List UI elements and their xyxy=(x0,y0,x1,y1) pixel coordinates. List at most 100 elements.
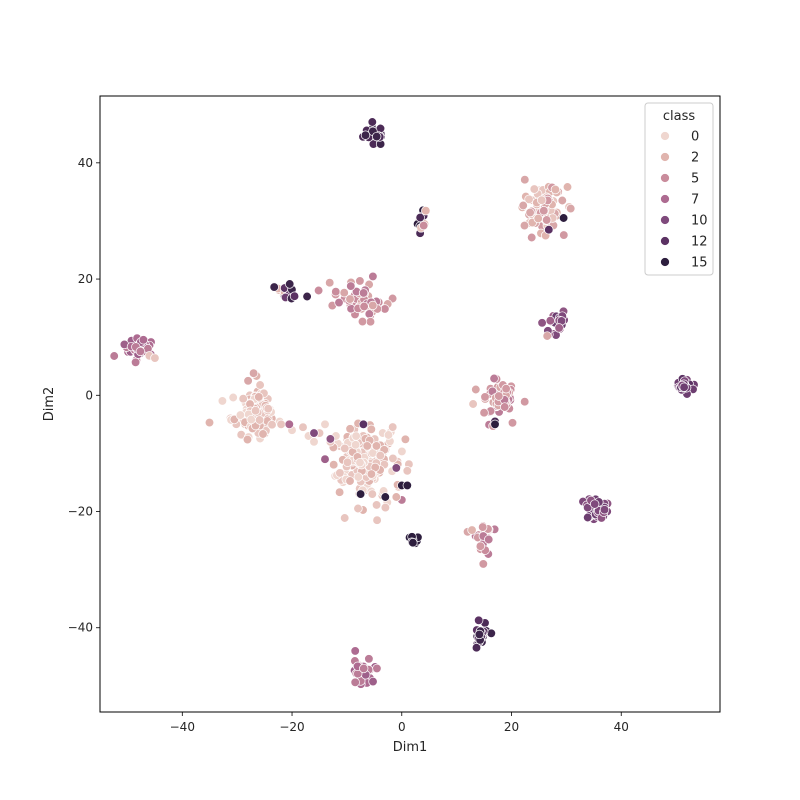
data-point xyxy=(380,502,391,513)
data-point xyxy=(325,278,335,288)
data-point xyxy=(554,323,564,333)
data-point xyxy=(468,399,478,409)
data-point xyxy=(355,489,366,499)
data-point xyxy=(478,522,488,532)
data-point xyxy=(566,203,576,214)
data-point xyxy=(474,615,484,625)
data-point xyxy=(542,331,552,341)
data-point xyxy=(366,424,376,434)
data-point xyxy=(242,434,253,445)
data-point xyxy=(365,317,376,327)
data-point xyxy=(471,384,481,395)
data-point xyxy=(519,220,530,231)
x-axis: −40 −20 0 20 40 xyxy=(170,712,629,734)
data-point xyxy=(419,220,429,231)
data-point xyxy=(397,446,407,457)
data-point xyxy=(359,663,369,674)
data-point xyxy=(383,430,394,440)
data-point xyxy=(355,457,365,468)
data-point xyxy=(285,279,295,289)
data-point xyxy=(329,460,339,470)
data-point xyxy=(520,397,530,407)
data-point xyxy=(490,419,500,429)
data-point xyxy=(380,492,390,502)
data-point xyxy=(467,525,477,535)
data-point xyxy=(402,480,412,491)
data-point xyxy=(518,200,528,211)
data-point xyxy=(359,301,369,312)
legend-label: 0 xyxy=(691,130,699,145)
data-point xyxy=(402,466,412,476)
legend-marker xyxy=(660,152,670,162)
legend-label: 15 xyxy=(691,256,708,271)
legend-label: 10 xyxy=(691,214,708,229)
data-point xyxy=(368,300,378,311)
data-point xyxy=(474,629,485,640)
data-point xyxy=(525,207,535,218)
data-point xyxy=(243,376,253,386)
data-point xyxy=(346,281,356,291)
data-point xyxy=(421,206,431,216)
data-point xyxy=(345,294,355,304)
data-point xyxy=(679,382,689,392)
data-point xyxy=(353,472,363,482)
legend-label: 2 xyxy=(691,151,699,166)
points-layer xyxy=(109,117,699,689)
y-tick-label: −20 xyxy=(68,505,93,519)
legend-marker xyxy=(660,215,670,225)
data-point xyxy=(559,230,569,240)
y-tick-label: 20 xyxy=(78,272,93,286)
data-point xyxy=(366,469,377,479)
data-point xyxy=(339,288,349,298)
data-point xyxy=(309,428,319,438)
data-point xyxy=(109,351,119,361)
data-point xyxy=(544,225,554,235)
data-point xyxy=(235,410,246,420)
data-point xyxy=(391,492,401,502)
data-point xyxy=(135,346,146,357)
data-point xyxy=(364,654,374,664)
data-point xyxy=(367,489,377,499)
data-point xyxy=(334,297,344,308)
data-point xyxy=(246,414,256,425)
data-point xyxy=(484,534,494,545)
data-point xyxy=(489,373,499,384)
data-point xyxy=(345,476,355,486)
data-point xyxy=(599,505,610,515)
data-point xyxy=(471,643,482,653)
data-point xyxy=(408,538,418,548)
data-point xyxy=(250,406,261,416)
data-point xyxy=(529,184,539,194)
data-point xyxy=(558,213,569,223)
data-point xyxy=(345,424,355,434)
legend-box xyxy=(644,102,714,276)
data-point xyxy=(537,318,547,328)
data-point xyxy=(557,195,567,206)
data-point xyxy=(590,499,600,509)
y-tick-label: −40 xyxy=(68,621,93,635)
data-point xyxy=(400,434,411,444)
data-point xyxy=(289,291,300,301)
data-point xyxy=(358,288,369,298)
data-point xyxy=(313,285,324,296)
y-tick-label: 0 xyxy=(85,388,93,402)
legend-label: 7 xyxy=(691,193,699,208)
data-point xyxy=(364,309,374,319)
x-axis-label: Dim1 xyxy=(393,740,428,755)
data-point xyxy=(388,422,398,432)
legend-marker xyxy=(660,257,670,267)
data-point xyxy=(391,463,401,473)
data-point xyxy=(539,206,549,216)
data-point xyxy=(248,368,259,378)
data-point xyxy=(368,676,378,687)
legend-entries: 0 2 5 7 10 12 15 xyxy=(660,130,708,271)
data-point xyxy=(258,429,268,439)
y-tick-label: 40 xyxy=(78,156,93,170)
legend-label: 5 xyxy=(691,172,699,187)
data-point xyxy=(375,450,385,461)
data-point xyxy=(350,440,361,450)
data-point xyxy=(372,131,382,142)
data-point xyxy=(545,316,555,326)
legend-title: class xyxy=(663,109,695,124)
data-point xyxy=(550,184,561,195)
